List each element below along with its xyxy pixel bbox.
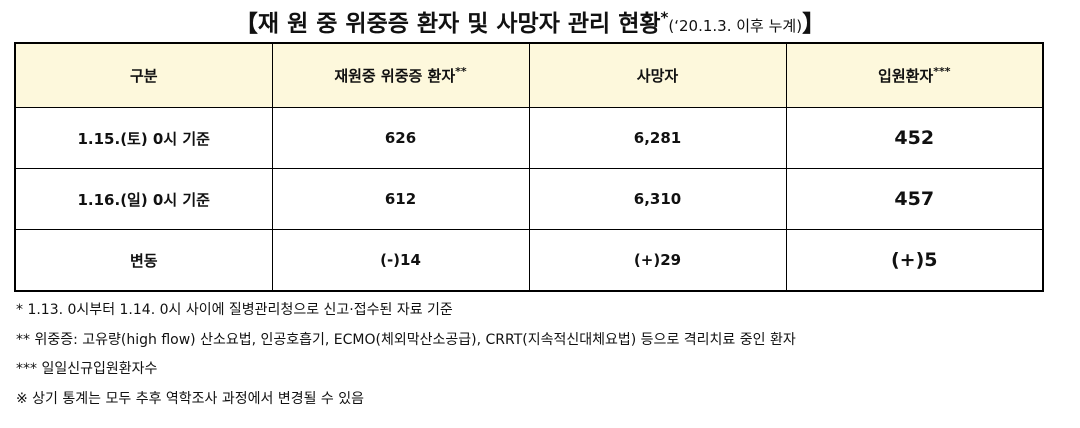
header-row: 구분 재원중 위중증 환자** 사망자 입원환자***: [14, 42, 1044, 108]
table-row: 1.16.(일) 0시 기준 612 6,310 457: [14, 168, 1044, 230]
status-table: 구분 재원중 위중증 환자** 사망자 입원환자*** 1.15.(토) 0시 기준 62…: [14, 42, 1044, 292]
table-row: 변동 (-)14 (+)29 (+)5: [14, 229, 1044, 292]
table-cell: 1.15.(토) 0시 기준: [14, 107, 273, 169]
header-cell: 입원환자***: [785, 42, 1044, 108]
table-cell: (+)5: [785, 229, 1044, 292]
title-mark: *: [660, 8, 669, 27]
table-cell: 457: [785, 168, 1044, 230]
title-close: 】: [802, 11, 826, 37]
table-cell: 1.16.(일) 0시 기준: [14, 168, 273, 230]
header-mark: **: [455, 65, 467, 78]
header-text: 사망자: [636, 67, 679, 85]
title-note: (‘20.1.3. 이후 누계): [668, 17, 803, 35]
header-text: 구분: [129, 67, 158, 85]
table-row: 1.15.(토) 0시 기준 626 6,281 452: [14, 107, 1044, 169]
table-cell: (-)14: [271, 229, 530, 292]
table-cell: 변동: [14, 229, 273, 292]
table-cell: 6,281: [528, 107, 787, 169]
header-cell: 사망자: [528, 42, 787, 108]
table-cell: (+)29: [528, 229, 787, 292]
table-cell: 612: [271, 168, 530, 230]
note-line: * 1.13. 0시부터 1.14. 0시 사이에 질병관리청으로 신고·접수된…: [16, 302, 453, 318]
title: 【재 원 중 위중증 환자 및 사망자 관리 현황*(‘20.1.3. 이후 누…: [0, 4, 1060, 38]
table-cell: 452: [785, 107, 1044, 169]
header-mark: ***: [933, 65, 951, 78]
header-cell: 재원중 위중증 환자**: [271, 42, 530, 108]
notes: * 1.13. 0시부터 1.14. 0시 사이에 질병관리청으로 신고·접수된…: [16, 296, 796, 414]
header-text: 입원환자: [878, 67, 934, 85]
note-line: ** 위중증: 고유량(high flow) 산소요법, 인공호흡기, ECMO…: [16, 331, 796, 348]
note-line: *** 일일신규입원환자수: [16, 361, 158, 377]
note-line: ※ 상기 통계는 모두 추후 역학조사 과정에서 변경될 수 있음: [16, 390, 365, 407]
header-text: 재원중 위중증 환자: [334, 67, 456, 85]
table-cell: 626: [271, 107, 530, 169]
table-cell: 6,310: [528, 168, 787, 230]
title-main: 【재 원 중 위중증 환자 및 사망자 관리 현황: [234, 11, 661, 37]
header-cell: 구분: [14, 42, 273, 108]
